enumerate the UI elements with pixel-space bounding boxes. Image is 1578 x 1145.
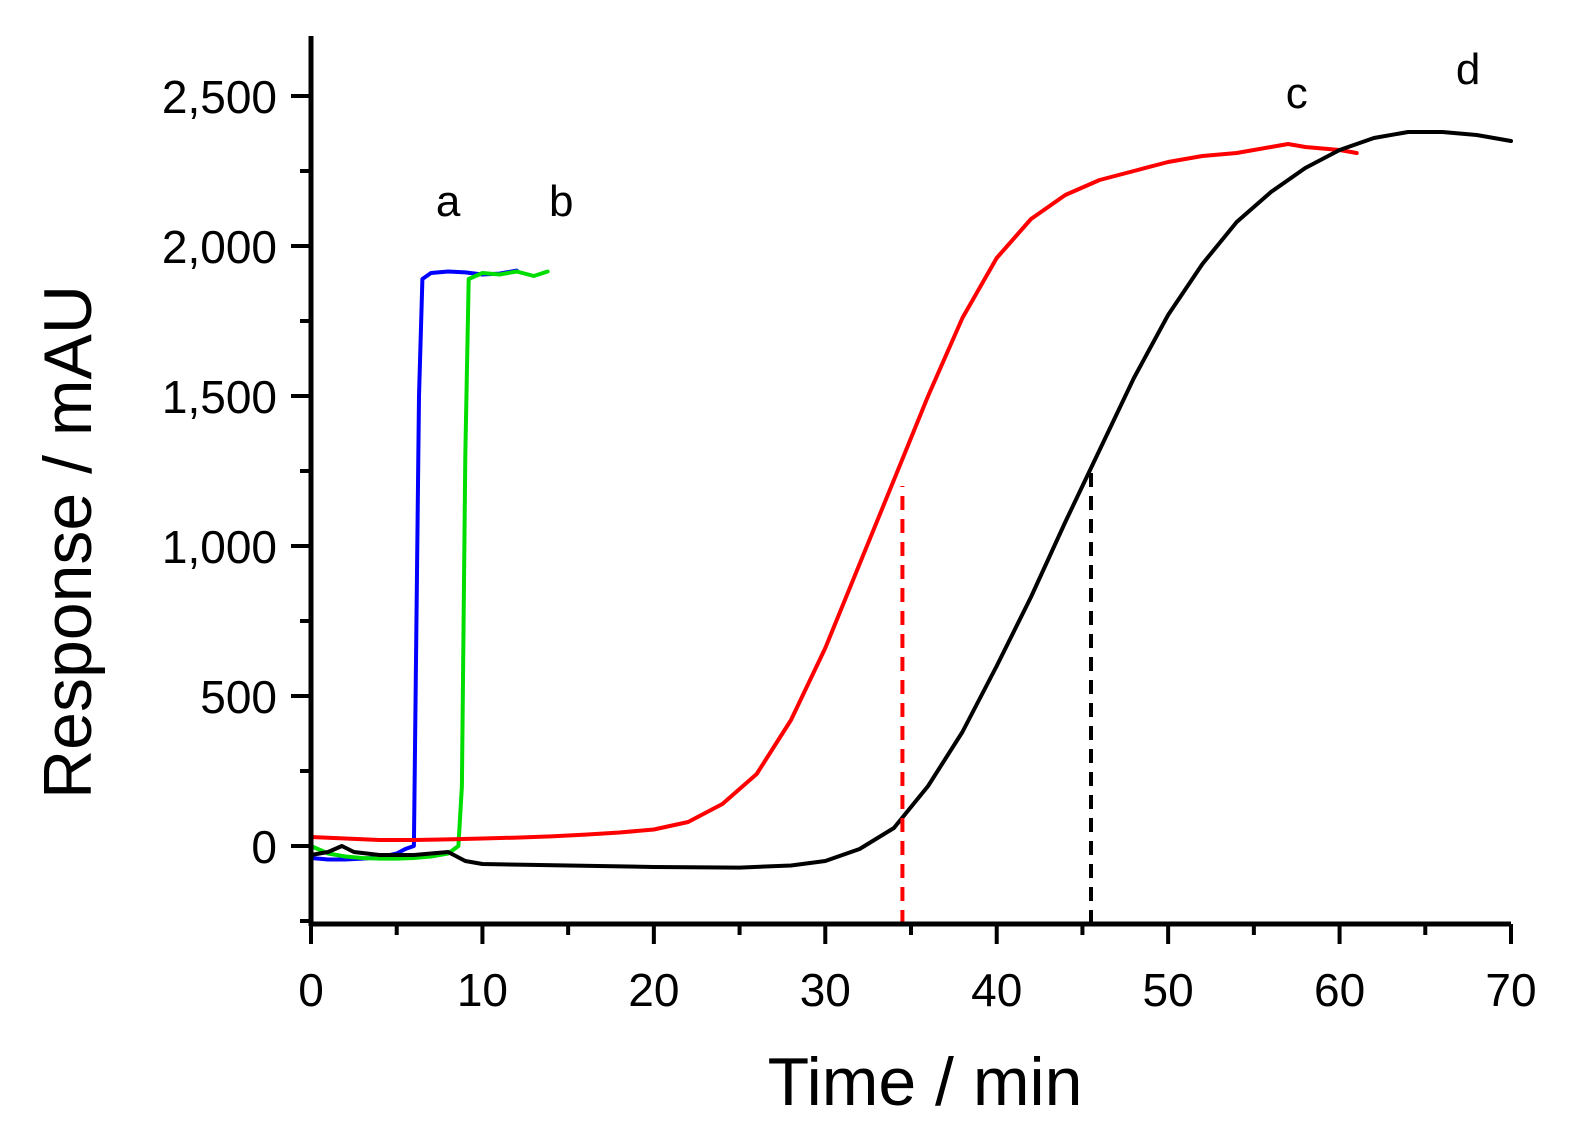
x-tick-label: 60 <box>1314 964 1365 1016</box>
y-tick-label: 0 <box>251 821 277 873</box>
axes <box>308 36 1511 927</box>
series-label-b: b <box>549 177 573 226</box>
series-layer <box>309 130 1513 870</box>
reference-lines <box>900 465 1093 924</box>
x-tick-label: 70 <box>1485 964 1536 1016</box>
series-annotations: a b c d <box>436 45 1480 226</box>
x-tick-label: 10 <box>457 964 508 1016</box>
y-tick-label: 1,000 <box>162 521 277 573</box>
y-tick-label: 1,500 <box>162 371 277 423</box>
series-label-d: d <box>1456 45 1480 94</box>
x-tick-label: 50 <box>1143 964 1194 1016</box>
x-tick-label: 30 <box>800 964 851 1016</box>
series-label-c: c <box>1286 69 1308 118</box>
ticks <box>291 94 1513 944</box>
tick-labels: 0 10 20 30 40 50 60 70 0 500 1,000 1,500 2,000 2,500 <box>162 71 1537 1016</box>
x-tick-label: 0 <box>298 964 324 1016</box>
y-tick-label: 2,000 <box>162 221 277 273</box>
y-tick-label: 500 <box>200 671 277 723</box>
y-axis-title: Response / mAU <box>30 285 106 799</box>
series-label-a: a <box>436 177 461 226</box>
series-line-b <box>309 269 550 861</box>
series-line-a <box>309 268 519 862</box>
series-line-c <box>309 142 1359 842</box>
y-tick-label: 2,500 <box>162 71 277 123</box>
x-tick-label: 20 <box>628 964 679 1016</box>
series-line-d <box>309 130 1513 870</box>
x-axis-title: Time / min <box>768 1044 1083 1120</box>
x-tick-label: 40 <box>971 964 1022 1016</box>
